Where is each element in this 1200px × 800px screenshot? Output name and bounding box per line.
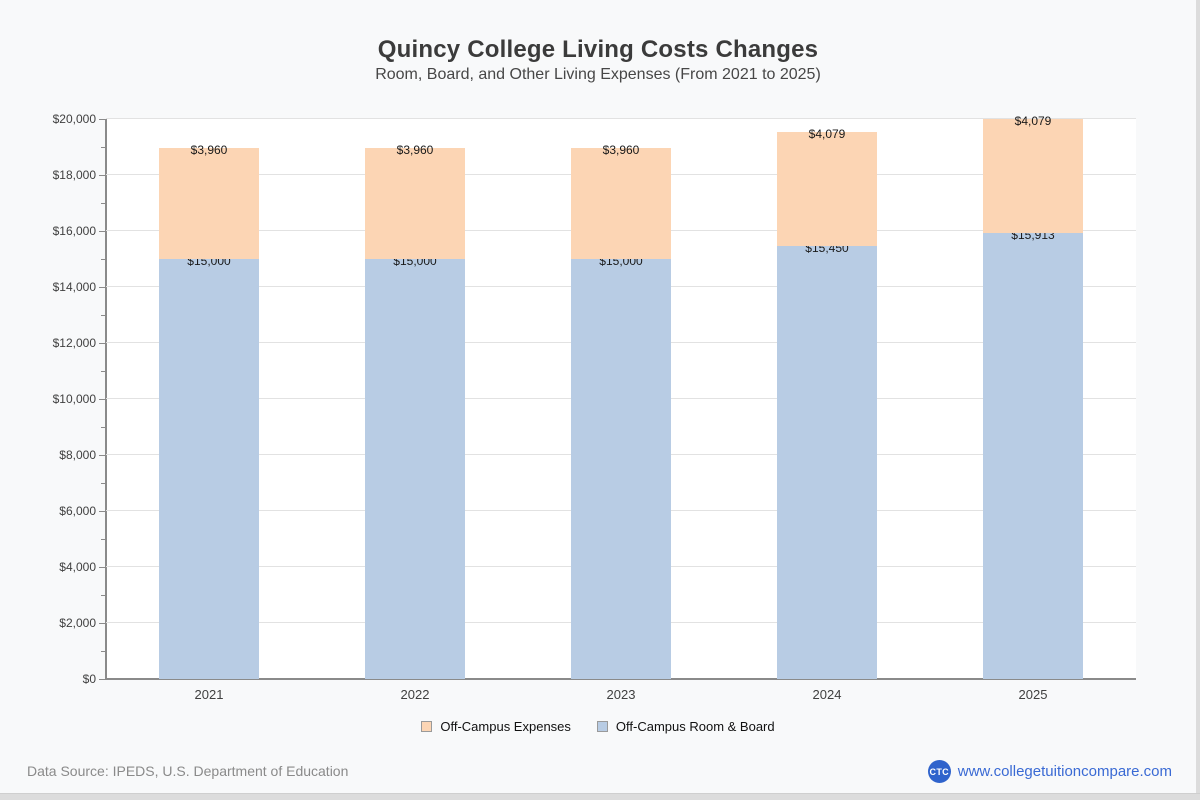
scrollbar-track-vertical[interactable]: [1196, 0, 1200, 800]
bar-segment-expenses: [159, 148, 259, 259]
legend-swatch-icon: [596, 721, 608, 732]
legend-swatch-icon: [421, 721, 433, 732]
y-axis-tick-major: [99, 679, 105, 680]
y-axis-tick-major: [99, 399, 105, 400]
site-attribution: CTC www.collegetuitioncompare.com: [927, 760, 1172, 783]
gridline: [106, 118, 1136, 119]
y-axis-tick-major: [99, 511, 105, 512]
y-axis-tick-major: [99, 119, 105, 120]
x-axis-category-label: 2025: [1018, 687, 1048, 702]
bar-segment-room-board: [983, 233, 1083, 679]
y-axis-tick-label: $18,000: [52, 168, 96, 182]
bar-value-label: $3,960: [190, 143, 228, 158]
bar-segment-room-board: [159, 259, 259, 679]
x-axis-category-label: 2021: [194, 687, 224, 702]
legend-item: Off-Campus Expenses: [421, 719, 571, 734]
data-source-text: Data Source: IPEDS, U.S. Department of E…: [27, 763, 349, 779]
y-axis-tick-label: $2,000: [59, 616, 96, 630]
y-axis-tick-major: [99, 455, 105, 456]
chart-title: Quincy College Living Costs Changes: [377, 36, 819, 63]
y-axis-tick-minor: [101, 539, 105, 540]
bar-segment-room-board: [365, 259, 465, 679]
plot-area: $0 $2,000 $4,000 $6,000 $8,000 $10,000 $12,000…: [53, 112, 1136, 702]
y-axis-tick-label: $20,000: [52, 112, 96, 126]
bar-segment-expenses: [365, 148, 465, 259]
x-axis-line: [105, 678, 1136, 680]
bar-segment-room-board: [777, 246, 877, 679]
y-axis-tick-minor: [101, 147, 105, 148]
scrollbar-track-horizontal[interactable]: [0, 793, 1200, 800]
y-axis-tick-minor: [101, 483, 105, 484]
legend-label: Off-Campus Room & Board: [615, 719, 775, 734]
bar-segment-expenses: [983, 119, 1083, 234]
y-axis-tick-label: $6,000: [59, 504, 96, 518]
y-axis-tick-minor: [101, 315, 105, 316]
bar-value-label: $3,960: [396, 143, 434, 158]
y-axis-tick-minor: [101, 427, 105, 428]
y-axis-tick-label: $4,000: [59, 560, 96, 574]
y-axis-tick-minor: [101, 259, 105, 260]
y-axis-tick-major: [99, 231, 105, 232]
legend-label: Off-Campus Expenses: [440, 719, 571, 734]
bar-segment-expenses: [571, 148, 671, 259]
y-axis-tick-minor: [101, 203, 105, 204]
chart-subtitle: Room, Board, and Other Living Expenses (…: [375, 66, 821, 83]
y-axis-tick-major: [99, 623, 105, 624]
y-axis-tick-label: $16,000: [52, 224, 96, 238]
x-axis-category-label: 2024: [812, 687, 842, 702]
y-axis-line: [105, 119, 107, 679]
y-axis-tick-label: $12,000: [52, 336, 96, 350]
y-axis-tick-major: [99, 567, 105, 568]
x-axis-category-label: 2022: [400, 687, 430, 702]
y-axis-tick-major: [99, 175, 105, 176]
y-axis-tick-minor: [101, 651, 105, 652]
y-axis-tick-label: $10,000: [52, 392, 96, 406]
chart-legend: Off-Campus Expenses Off-Campus Room & Boa…: [0, 719, 1196, 734]
y-axis-tick-label: $0: [82, 672, 96, 686]
y-axis-tick-major: [99, 287, 105, 288]
bar-segment-room-board: [571, 259, 671, 679]
y-axis-tick-minor: [101, 595, 105, 596]
bar-value-label: $4,079: [808, 127, 846, 142]
site-link[interactable]: www.collegetuitioncompare.com: [957, 763, 1172, 780]
y-axis-tick-minor: [101, 371, 105, 372]
bar-segment-expenses: [777, 132, 877, 247]
bar-value-label: $3,960: [602, 143, 640, 158]
legend-item: Off-Campus Room & Board: [596, 719, 775, 734]
y-axis-tick-label: $14,000: [52, 280, 96, 294]
bar-value-label: $4,079: [1014, 114, 1052, 129]
y-axis-tick-label: $8,000: [59, 448, 96, 462]
y-axis-tick-major: [99, 343, 105, 344]
x-axis-category-label: 2023: [606, 687, 636, 702]
ctc-logo-icon: CTC: [927, 760, 951, 783]
